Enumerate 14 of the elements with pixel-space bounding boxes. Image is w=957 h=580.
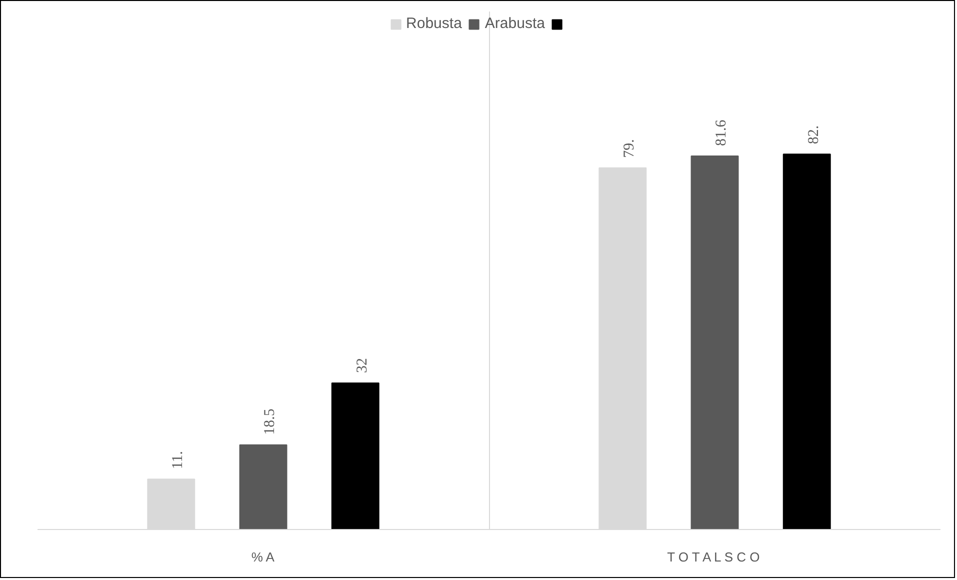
bar bbox=[239, 444, 288, 530]
data-label: 82. bbox=[806, 125, 822, 144]
legend-label: Arabusta bbox=[484, 15, 545, 32]
data-label: 79. bbox=[622, 139, 638, 158]
legend-label: Robusta bbox=[406, 15, 462, 32]
x-tick-label: T O T A L S C O bbox=[667, 550, 760, 564]
x-tick-label: % A bbox=[251, 550, 275, 564]
bar bbox=[331, 382, 380, 530]
data-label: 11. bbox=[170, 450, 186, 470]
bar bbox=[782, 154, 831, 530]
data-label: 32 bbox=[354, 358, 370, 374]
data-label: 81.6 bbox=[714, 119, 730, 146]
data-label: 18.5 bbox=[262, 408, 278, 435]
bar bbox=[690, 155, 739, 530]
